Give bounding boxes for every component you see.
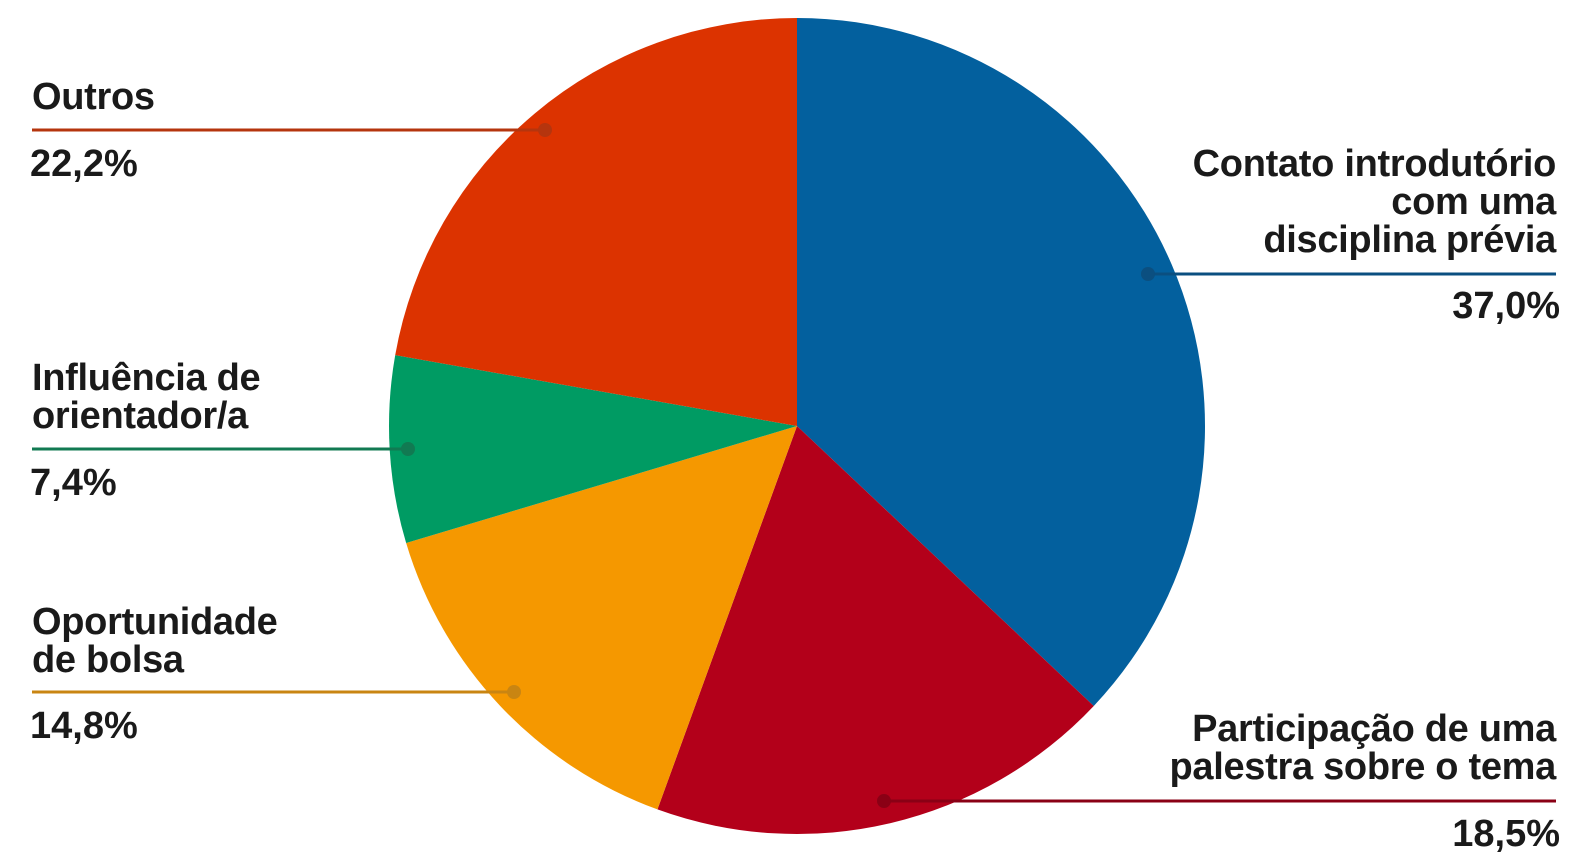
label-line: orientador/a	[32, 395, 248, 437]
label-influencia-orientador: Influência de orientador/a	[32, 357, 261, 437]
pie-slice-oportunidade-bolsa	[406, 426, 797, 810]
leader-dot-oportunidade-bolsa	[507, 685, 521, 699]
label-line: de bolsa	[32, 639, 184, 681]
value-contato-introdutorio: 37,0%	[1452, 285, 1560, 327]
leader-dot-participacao-palestra	[877, 794, 891, 808]
leader-dot-influencia-orientador	[401, 442, 415, 456]
label-contato-introdutorio: Contato introdutório com uma disciplina …	[1192, 143, 1557, 261]
pie-slice-influencia-orientador	[389, 355, 797, 544]
label-line: Participação de uma	[1192, 708, 1556, 750]
label-line: Influência de	[32, 357, 261, 399]
label-line: com uma	[1391, 181, 1556, 223]
value-participacao-palestra: 18,5%	[1452, 813, 1560, 855]
pie-slice-participacao-palestra	[657, 426, 1094, 834]
label-line: palestra sobre o tema	[1169, 746, 1556, 788]
label-oportunidade-bolsa: Oportunidade de bolsa	[32, 603, 278, 679]
label-line: Outros	[32, 76, 155, 118]
value-outros: 22,2%	[30, 143, 138, 185]
leader-dot-contato-introdutorio	[1141, 267, 1155, 281]
label-line: Contato introdutório	[1192, 143, 1557, 185]
label-line: Oportunidade	[32, 601, 278, 643]
label-line: disciplina prévia	[1263, 219, 1556, 261]
value-oportunidade-bolsa: 14,8%	[30, 705, 138, 747]
pie-slice-outros	[395, 18, 797, 426]
leader-dot-outros	[538, 123, 552, 137]
pie-slice-contato-introdutorio	[797, 18, 1206, 706]
value-influencia-orientador: 7,4%	[30, 462, 117, 504]
label-participacao-palestra: Participação de uma palestra sobre o tem…	[1169, 710, 1556, 786]
label-outros: Outros	[32, 78, 155, 116]
